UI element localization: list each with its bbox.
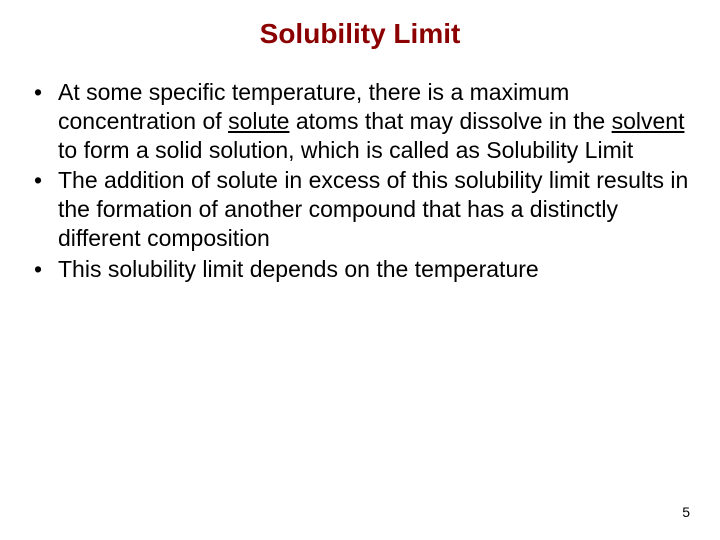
bullet-item: This solubility limit depends on the tem… <box>30 255 690 284</box>
bullet-text: atoms that may dissolve in the <box>289 108 611 134</box>
bullet-item: At some specific temperature, there is a… <box>30 78 690 164</box>
slide-container: Solubility Limit At some specific temper… <box>0 0 720 540</box>
bullet-list: At some specific temperature, there is a… <box>30 78 690 283</box>
underlined-term: solute <box>228 108 289 134</box>
slide-content: At some specific temperature, there is a… <box>30 78 690 283</box>
page-number: 5 <box>682 504 690 520</box>
bullet-text: This solubility limit depends on the tem… <box>58 256 539 282</box>
slide-title: Solubility Limit <box>30 18 690 50</box>
bullet-text: The addition of solute in excess of this… <box>58 167 688 251</box>
bullet-text: to form a solid solution, which is calle… <box>58 137 633 163</box>
underlined-term: solvent <box>612 108 685 134</box>
bullet-item: The addition of solute in excess of this… <box>30 166 690 252</box>
